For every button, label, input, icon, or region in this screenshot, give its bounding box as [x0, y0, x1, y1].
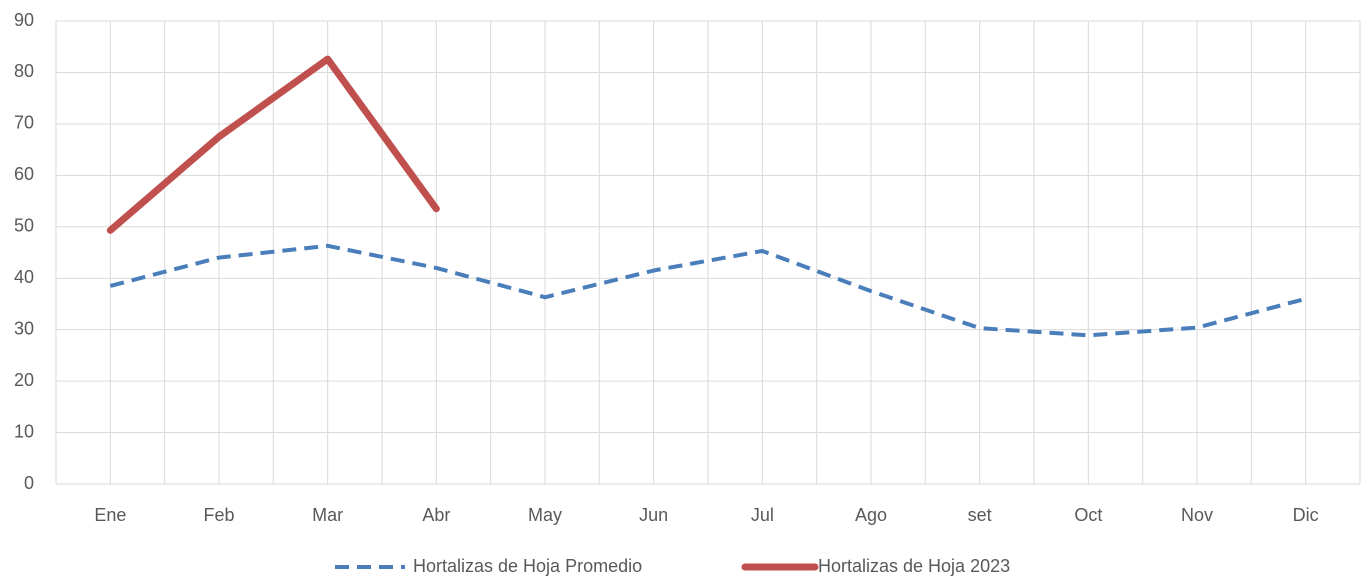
x-tick-label: Ene: [94, 505, 126, 525]
y-tick-label: 60: [14, 164, 34, 184]
x-tick-label: Abr: [422, 505, 450, 525]
y-tick-label: 20: [14, 370, 34, 390]
y-tick-label: 90: [14, 10, 34, 30]
x-tick-label: set: [968, 505, 992, 525]
legend-label: Hortalizas de Hoja 2023: [818, 556, 1010, 576]
y-tick-label: 80: [14, 61, 34, 81]
x-tick-label: Oct: [1074, 505, 1102, 525]
y-tick-label: 50: [14, 216, 34, 236]
y-tick-label: 70: [14, 113, 34, 133]
series-line: [109, 243, 1307, 338]
series-line: [106, 55, 440, 234]
x-tick-label: Jun: [639, 505, 668, 525]
x-tick-label: Dic: [1293, 505, 1319, 525]
x-tick-label: Mar: [312, 505, 343, 525]
x-tick-label: Ago: [855, 505, 887, 525]
x-tick-label: Jul: [751, 505, 774, 525]
x-tick-label: Nov: [1181, 505, 1213, 525]
y-tick-label: 0: [24, 473, 34, 493]
y-tick-label: 10: [14, 421, 34, 441]
x-tick-label: Feb: [203, 505, 234, 525]
legend-label: Hortalizas de Hoja Promedio: [413, 556, 642, 576]
y-tick-label: 30: [14, 318, 34, 338]
x-tick-label: May: [528, 505, 562, 525]
y-tick-label: 40: [14, 267, 34, 287]
